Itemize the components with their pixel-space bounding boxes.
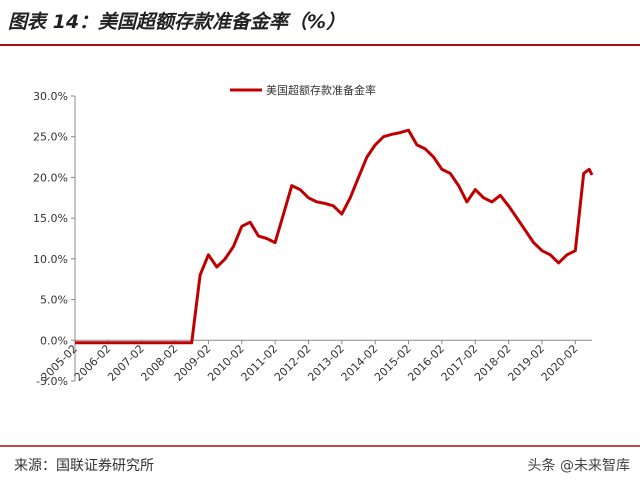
y-tick-label: 10.0% <box>33 253 68 266</box>
y-tick-label: 20.0% <box>33 171 68 184</box>
watermark: 头条 @未来智库 <box>528 457 630 474</box>
legend-label: 美国超额存款准备金率 <box>266 83 376 97</box>
y-tick-label: -5.0% <box>36 375 68 388</box>
y-tick-label: 5.0% <box>40 294 68 307</box>
y-tick-label: 15.0% <box>33 212 68 225</box>
chart-title: 图表 14：美国超额存款准备金率（%） <box>8 11 345 33</box>
y-tick-label: 25.0% <box>33 131 68 144</box>
source: 来源：国联证券研究所 <box>14 458 154 474</box>
y-tick-label: 30.0% <box>33 90 68 103</box>
y-tick-label: 0.0% <box>40 334 68 347</box>
x-tick-label: 2020-02 <box>539 342 581 384</box>
data-line <box>75 128 594 345</box>
